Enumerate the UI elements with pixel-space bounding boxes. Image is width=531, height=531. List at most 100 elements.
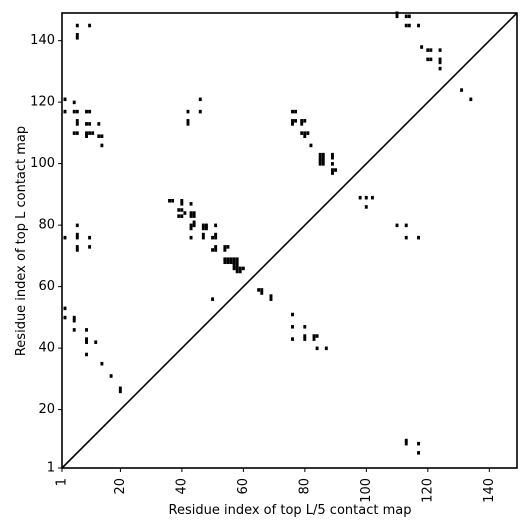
x-tick-label: 60 <box>236 478 251 495</box>
contact-point <box>91 131 95 135</box>
contact-point <box>72 100 76 105</box>
contact-point <box>260 291 264 295</box>
diagonal-line <box>61 12 518 469</box>
contact-point <box>300 119 304 123</box>
contact-point <box>75 248 79 252</box>
contact-point <box>192 223 196 228</box>
contact-point <box>291 122 294 126</box>
contact-point <box>303 119 307 123</box>
contact-point <box>177 208 181 212</box>
y-tick-label: 100 <box>30 156 55 171</box>
y-tick-label: 1 <box>47 461 55 476</box>
contact-point <box>72 318 76 323</box>
contact-point <box>420 45 424 49</box>
contact-point <box>331 152 334 157</box>
contact-point <box>260 288 264 292</box>
contact-point <box>100 134 104 138</box>
contact-point <box>72 131 76 135</box>
x-tick-label: 140 <box>482 478 497 503</box>
contact-point <box>291 325 294 329</box>
contact-point <box>223 260 227 265</box>
plot-frame <box>61 12 518 469</box>
contact-point <box>460 88 464 92</box>
contact-point <box>177 214 181 218</box>
contact-point <box>63 97 67 102</box>
contact-point <box>180 202 184 206</box>
contact-point <box>201 232 205 237</box>
contact-point <box>315 346 319 351</box>
contact-point <box>235 257 239 261</box>
contact-point <box>75 36 79 40</box>
contact-point <box>429 48 433 52</box>
contact-point <box>180 214 184 218</box>
x-tick-label: 80 <box>297 478 312 495</box>
contact-point <box>85 109 88 114</box>
y-tick-label: 40 <box>38 341 55 356</box>
contact-point <box>88 245 92 249</box>
contact-point <box>198 109 202 114</box>
contact-point <box>315 334 319 338</box>
contact-point <box>235 269 239 274</box>
x-axis-title: Residue index of top L/5 contact map <box>169 503 412 518</box>
contact-point <box>189 211 193 215</box>
contact-point <box>238 266 242 271</box>
y-tick-label: 140 <box>30 33 55 48</box>
y-tick-label: 60 <box>38 279 55 294</box>
contact-point <box>404 441 408 446</box>
contact-point <box>438 66 442 71</box>
contact-point <box>226 260 230 265</box>
contact-point <box>198 97 202 102</box>
contact-point <box>171 199 175 203</box>
contact-point <box>118 386 122 391</box>
contact-point <box>97 134 101 138</box>
contact-point <box>232 260 236 265</box>
contact-point <box>100 361 104 366</box>
contact-point <box>72 109 76 114</box>
contact-point <box>229 260 233 265</box>
contact-point <box>75 119 79 123</box>
contact-point <box>395 223 399 228</box>
contact-point <box>229 257 233 261</box>
contact-point <box>294 109 298 114</box>
contact-point <box>358 195 362 200</box>
contact-point <box>100 143 104 148</box>
contact-point <box>303 134 307 138</box>
contact-point <box>168 199 171 203</box>
contact-point <box>63 109 67 114</box>
contact-point <box>417 451 420 455</box>
contact-point <box>291 119 294 123</box>
contact-point <box>303 131 307 135</box>
contact-point <box>312 334 316 338</box>
contact-point <box>426 48 430 52</box>
contact-point <box>63 235 67 240</box>
contact-point <box>429 57 433 62</box>
contact-point <box>118 389 122 394</box>
contact-point <box>309 143 313 148</box>
contact-point <box>370 195 374 200</box>
contact-point <box>180 199 184 203</box>
contact-point <box>63 315 67 320</box>
contact-point <box>201 223 205 228</box>
contact-point <box>211 235 215 240</box>
contact-point <box>241 266 245 271</box>
contact-point <box>72 328 76 332</box>
contact-point <box>294 119 298 123</box>
contact-point <box>226 257 230 261</box>
contact-point <box>318 152 322 157</box>
contact-point <box>189 202 193 206</box>
contact-point <box>469 97 473 102</box>
contact-point <box>331 162 334 166</box>
contact-point <box>85 134 88 138</box>
x-tick-label: 100 <box>359 478 374 503</box>
contact-point <box>404 235 408 240</box>
contact-point <box>75 122 79 126</box>
contact-point <box>214 248 218 252</box>
contact-point <box>438 57 442 62</box>
contact-point <box>404 223 408 228</box>
contact-point <box>306 131 310 135</box>
contact-point <box>214 245 218 249</box>
contact-point <box>189 235 193 240</box>
contact-point <box>324 346 328 351</box>
